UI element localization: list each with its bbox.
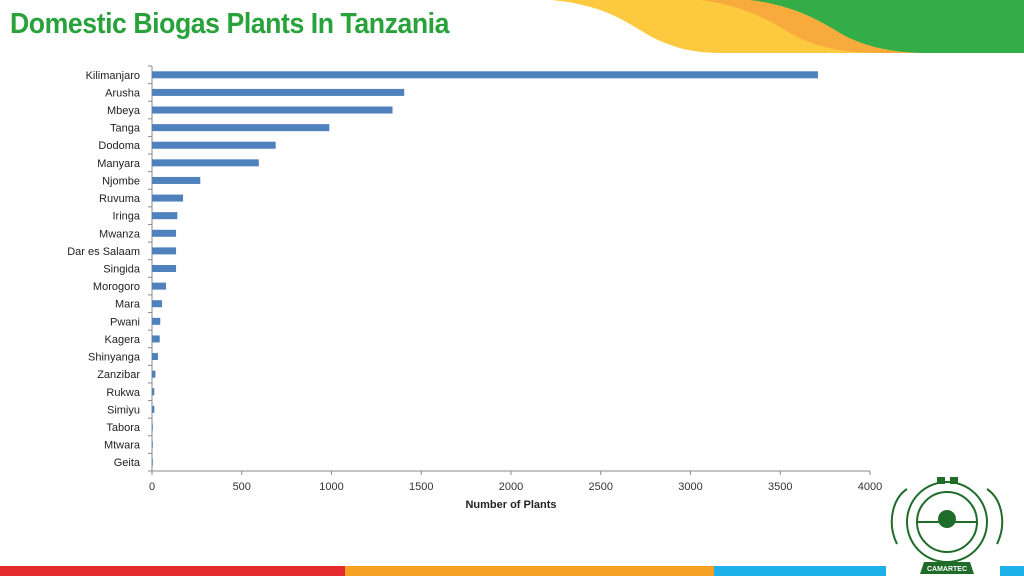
category-label: Mtwara (104, 440, 141, 452)
slide-title: Domestic Biogas Plants In Tanzania (10, 8, 450, 40)
bar-kilimanjaro (152, 71, 818, 79)
category-label: Rukwa (106, 387, 141, 399)
category-label: Zanzibar (97, 369, 140, 381)
category-label: Mara (115, 299, 141, 311)
x-tick-label: 3000 (678, 481, 702, 493)
bar-iringa (152, 212, 178, 220)
bar-tabora (152, 423, 153, 431)
bar-dar-es-salaam (152, 247, 177, 255)
category-label: Dar es Salaam (67, 246, 140, 258)
bar-geita (152, 458, 153, 466)
bar-mbeya (152, 106, 393, 114)
category-label: Shinyanga (88, 352, 141, 364)
bar-tanga (152, 124, 330, 132)
category-label: Tabora (106, 422, 141, 434)
category-label: Singida (103, 264, 141, 276)
x-tick-label: 2000 (499, 481, 523, 493)
x-tick-label: 3500 (768, 481, 792, 493)
bar-zanzibar (152, 370, 156, 378)
category-label: Pwani (110, 316, 140, 328)
category-label: Ruvuma (99, 193, 141, 205)
category-label: Mbeya (107, 105, 141, 117)
x-axis-title: Number of Plants (465, 499, 556, 511)
category-label: Morogoro (93, 281, 140, 293)
category-label: Kagera (105, 334, 141, 346)
footer-stripe-red (0, 566, 345, 576)
bar-shinyanga (152, 353, 158, 361)
category-label: Simiyu (107, 404, 140, 416)
bar-simiyu (152, 405, 155, 413)
category-label: Arusha (105, 87, 141, 99)
bar-pwani (152, 317, 161, 325)
category-label: Geita (114, 457, 141, 469)
bar-mwanza (152, 229, 177, 237)
category-label: Dodoma (98, 140, 140, 152)
bar-njombe (152, 176, 201, 184)
bar-dodoma (152, 141, 276, 149)
green-wave (750, 0, 1024, 53)
footer-stripe-cyan-right (1000, 566, 1024, 576)
category-label: Tanga (110, 123, 141, 135)
bar-morogoro (152, 282, 167, 290)
category-label: Kilimanjaro (86, 70, 140, 82)
category-label: Iringa (112, 211, 140, 223)
x-tick-label: 2500 (589, 481, 613, 493)
category-label: Njombe (102, 175, 140, 187)
x-tick-label: 1500 (409, 481, 433, 493)
footer-stripe-cyan (714, 566, 886, 576)
bar-rukwa (152, 388, 155, 396)
bar-singida (152, 265, 177, 272)
category-label: Mwanza (99, 228, 141, 240)
x-tick-label: 4000 (858, 481, 882, 493)
bar-manyara (152, 159, 259, 167)
footer-stripe-orange (345, 566, 714, 576)
bar-mara (152, 300, 163, 308)
bar-ruvuma (152, 194, 184, 202)
x-tick-label: 1000 (319, 481, 343, 493)
x-tick-label: 500 (233, 481, 251, 493)
logo-text: CAMARTEC (927, 566, 967, 573)
bar-kagera (152, 335, 160, 343)
category-label: Manyara (97, 158, 141, 170)
bar-arusha (152, 88, 405, 96)
camartec-logo: CAMARTEC (890, 477, 1004, 574)
x-tick-label: 0 (149, 481, 155, 493)
bar-mtwara (152, 441, 153, 449)
